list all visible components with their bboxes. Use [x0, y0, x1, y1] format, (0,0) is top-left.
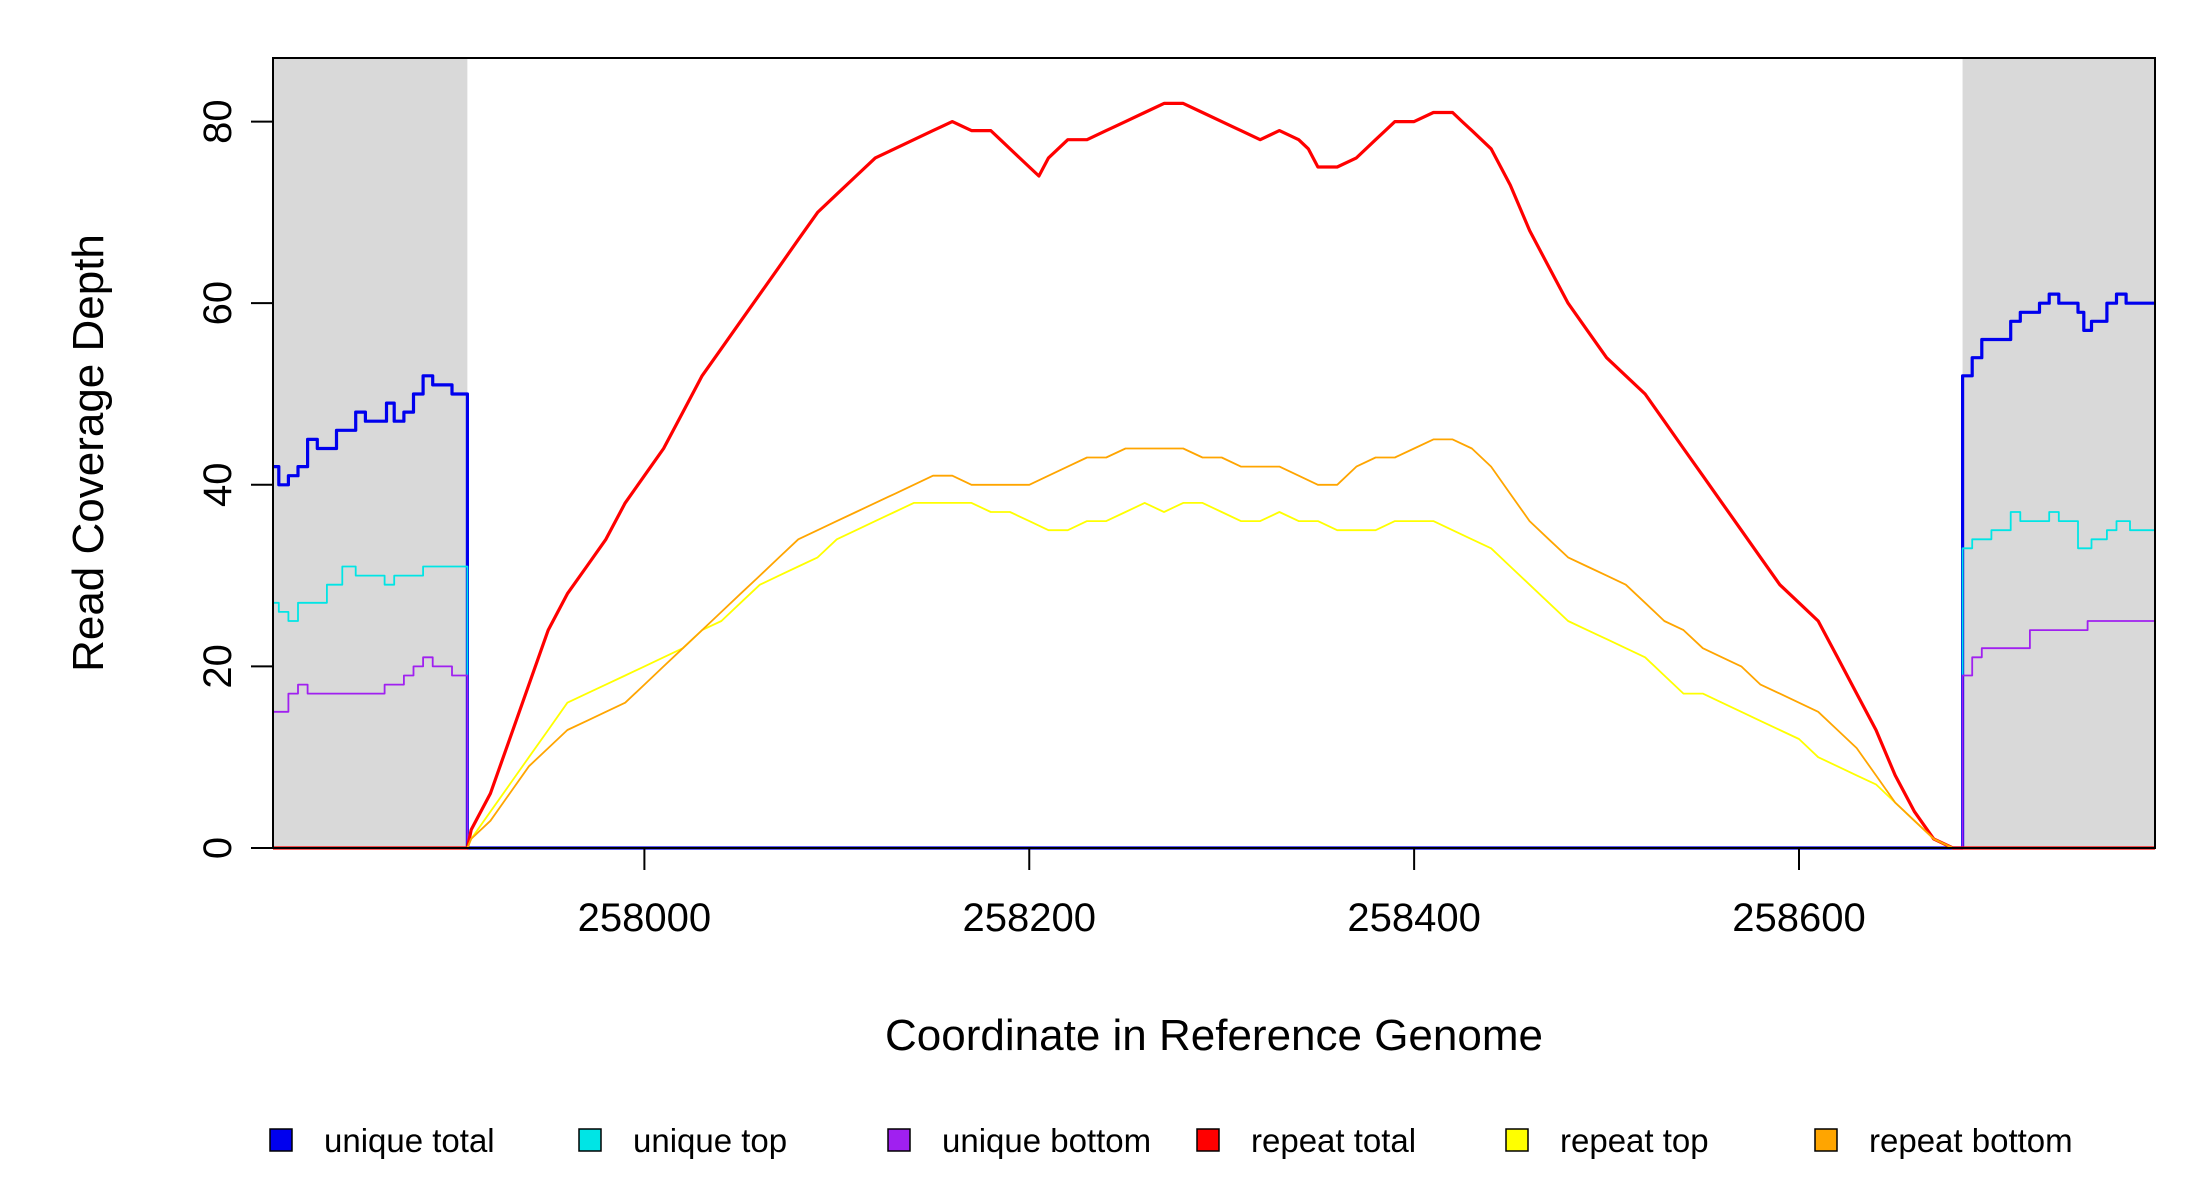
- y-tick-label: 40: [196, 463, 240, 508]
- x-tick-label: 258000: [578, 896, 711, 940]
- series-line-unique-top: [273, 511, 2155, 849]
- shaded-region-0: [273, 58, 468, 848]
- legend: unique total unique top unique bottom repea…: [269, 1122, 2073, 1159]
- plot-frame: [272, 57, 2156, 849]
- y-axis-title: Read Coverage Depth: [64, 234, 113, 672]
- excluded-region-shading: [273, 58, 2155, 848]
- series-line-repeat-bottom: [273, 438, 2155, 849]
- legend-label-unique-bottom: unique bottom: [942, 1122, 1151, 1159]
- legend-swatch-repeat-top: [1505, 1128, 1529, 1152]
- series-line-repeat-total: [273, 101, 2155, 850]
- legend-swatch-repeat-total: [1196, 1128, 1220, 1152]
- y-tick-label: 20: [196, 644, 240, 689]
- coverage-series: [273, 101, 2155, 850]
- legend-swatch-unique-top: [578, 1128, 602, 1152]
- series-line-repeat-top: [273, 502, 2155, 849]
- legend-label-unique-total: unique total: [324, 1122, 495, 1159]
- legend-swatch-unique-total: [269, 1128, 293, 1152]
- legend-label-repeat-bottom: repeat bottom: [1869, 1122, 2073, 1159]
- series-line-unique-bottom: [273, 620, 2155, 849]
- series-line-unique-total: [273, 292, 2155, 850]
- legend-swatch-repeat-bottom: [1814, 1128, 1838, 1152]
- legend-label-unique-top: unique top: [633, 1122, 787, 1159]
- legend-swatch-unique-bottom: [887, 1128, 911, 1152]
- x-tick-label: 258400: [1347, 896, 1480, 940]
- x-tick-label: 258600: [1732, 896, 1865, 940]
- y-tick-label: 60: [196, 281, 240, 326]
- x-axis: 258000 258200 258400 258600: [578, 848, 1866, 940]
- y-tick-label: 0: [196, 837, 240, 859]
- shaded-region-1: [1962, 58, 2155, 848]
- legend-label-repeat-top: repeat top: [1560, 1122, 1709, 1159]
- y-tick-label: 80: [196, 99, 240, 144]
- y-axis: 0 20 40 60 80: [196, 99, 273, 859]
- x-axis-title: Coordinate in Reference Genome: [885, 1011, 1543, 1060]
- x-tick-label: 258200: [963, 896, 1096, 940]
- legend-label-repeat-total: repeat total: [1251, 1122, 1416, 1159]
